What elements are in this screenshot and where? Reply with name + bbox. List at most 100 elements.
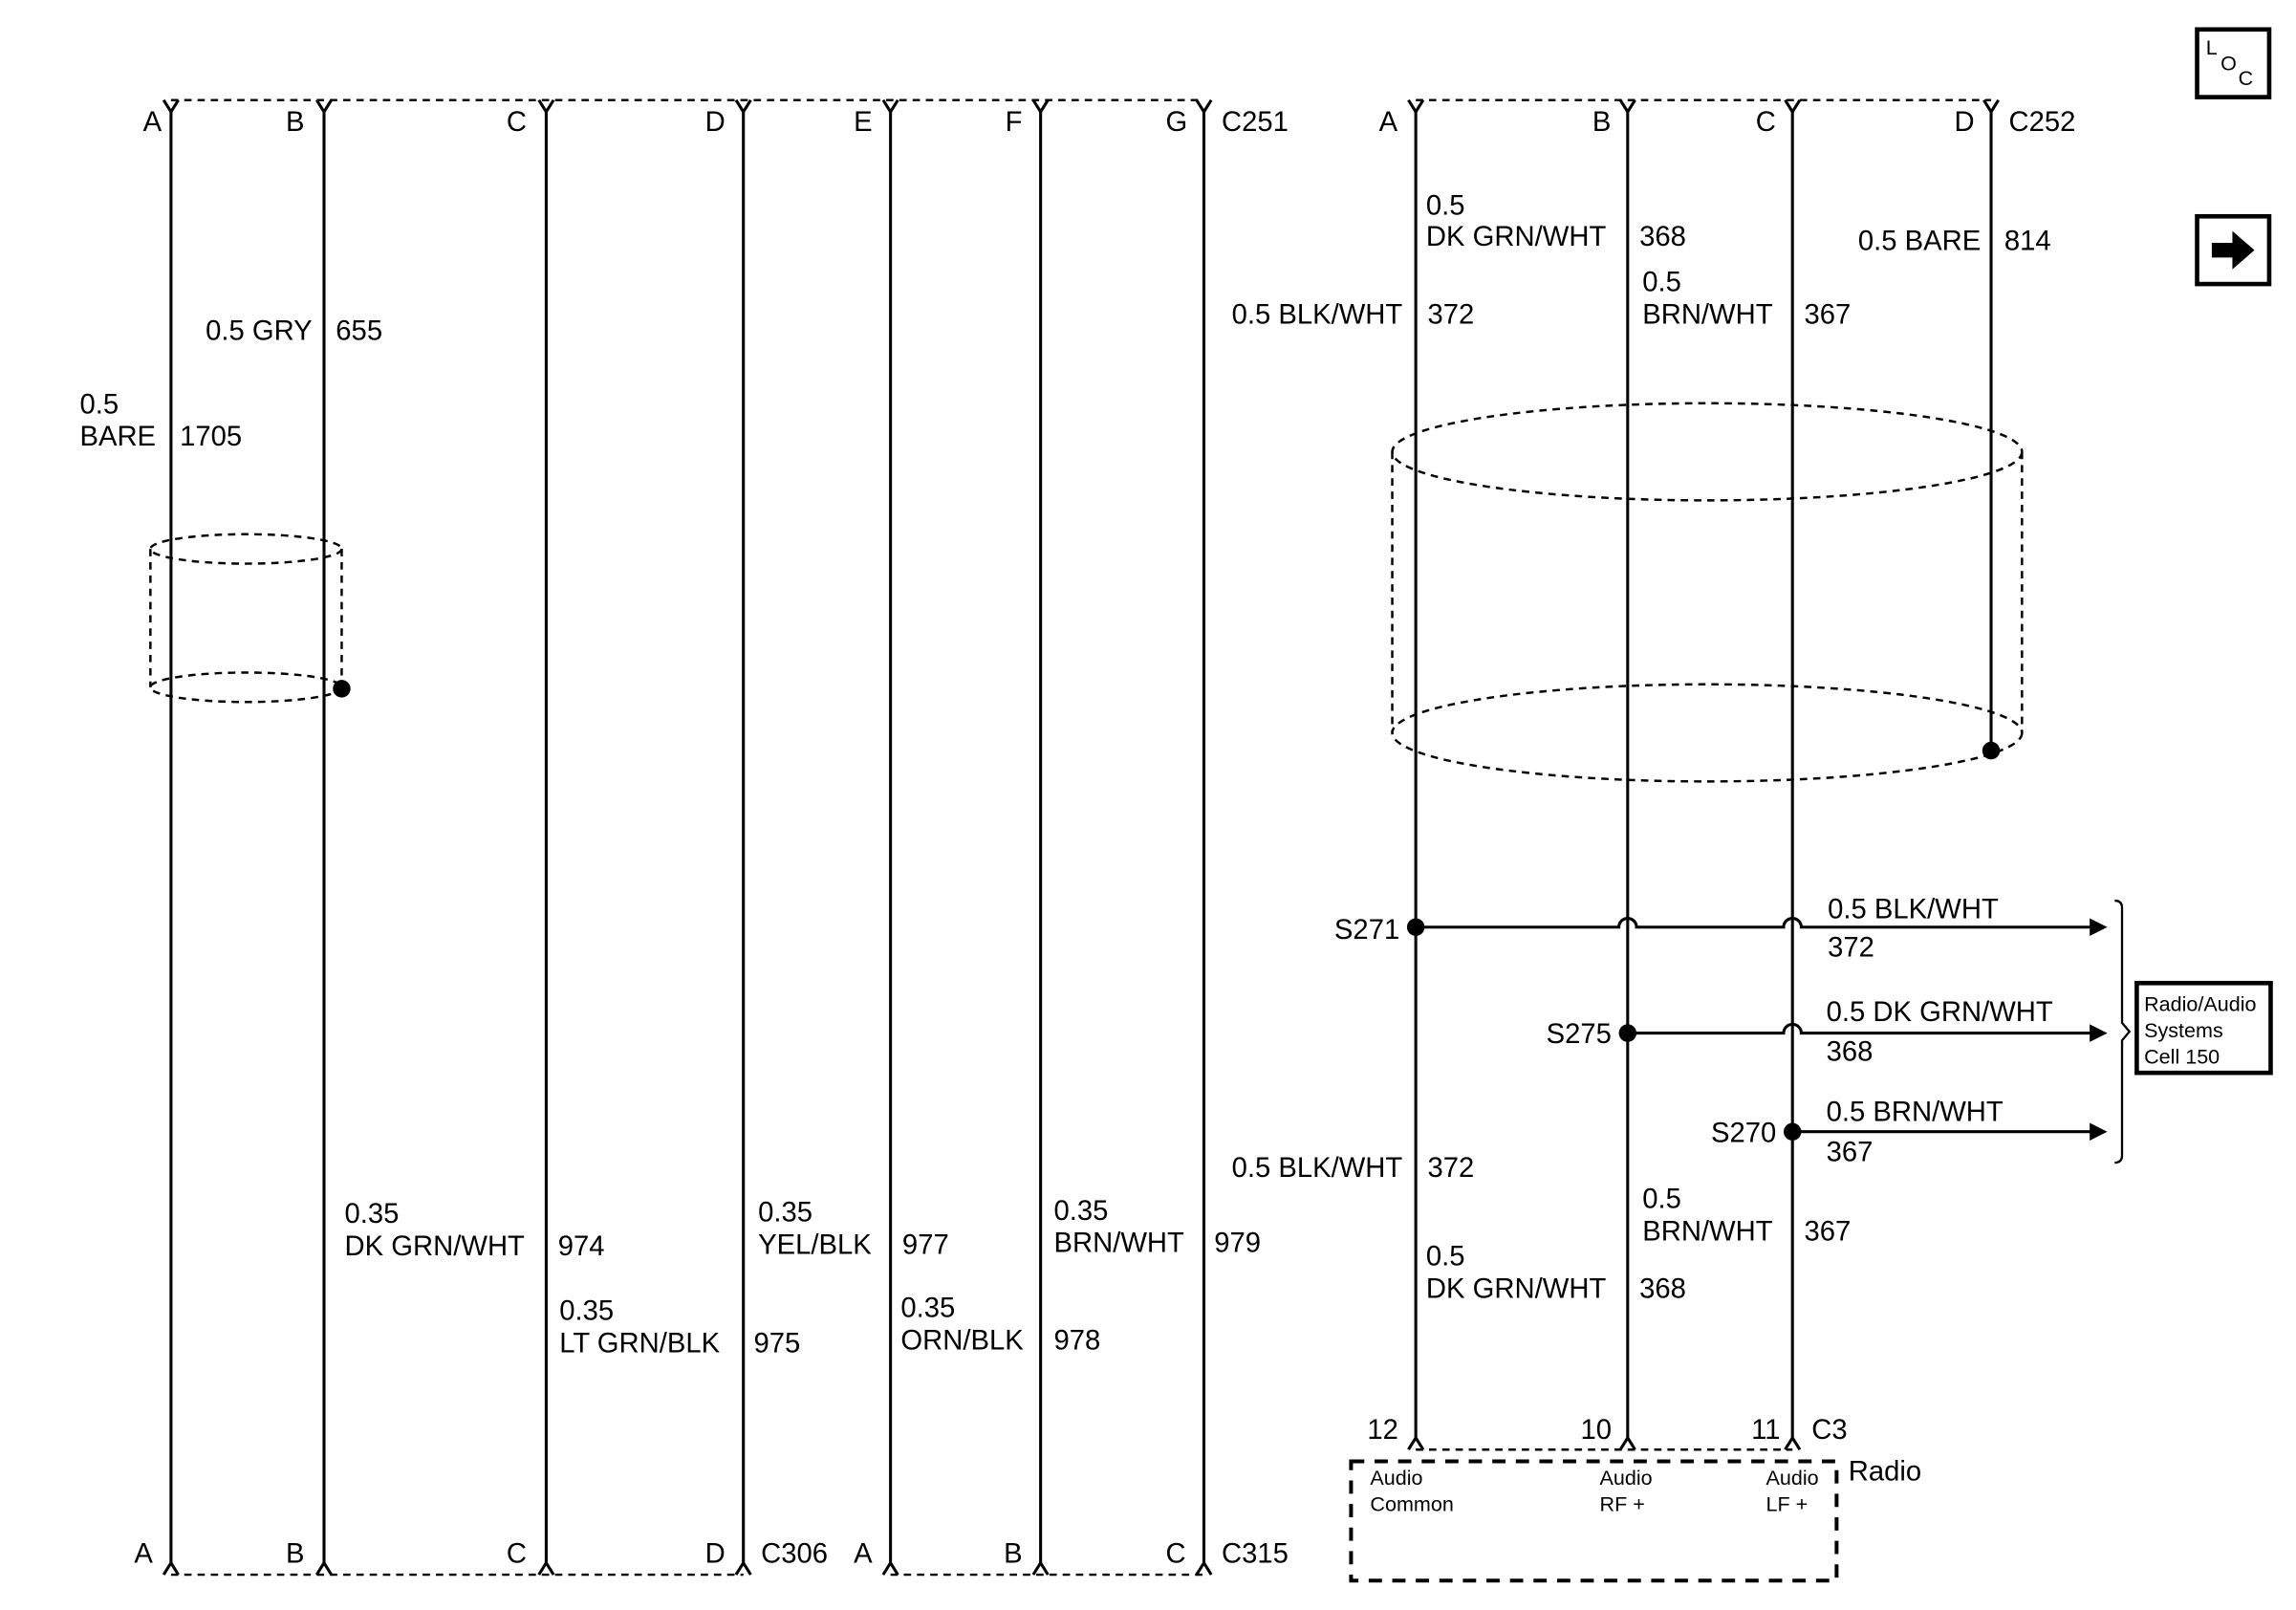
circuit-number: 974 [558,1231,605,1262]
loc-icon-frame[interactable] [2195,27,2272,99]
wire-label: 0.5 GRY [206,315,313,346]
terminal-fork [734,98,752,115]
splice-s275: S275 0.5 DK GRN/WHT 368 [1547,997,2108,1068]
circuit-number: 367 [1805,299,1852,330]
radio-component: 12 10 11 C3 Radio Audio Common Audio RF … [1349,1415,1921,1583]
terminal-fork [881,98,899,115]
pin-function: Common [1370,1492,1453,1516]
terminal-fork [1031,98,1050,115]
connector-name: C3 [1811,1415,1847,1446]
wire-size: 0.5 [1642,1185,1681,1215]
circuit-number: 372 [1427,299,1474,330]
reference-line: Radio/Audio [2144,991,2256,1015]
pin-label: A [134,1539,153,1570]
terminal-fork [1407,1434,1425,1451]
reference-line: Systems [2144,1018,2223,1042]
splice-s271: S271 0.5 BLK/WHT 372 [1334,894,2108,963]
splice-id: S271 [1334,915,1399,946]
pin-label: C [507,1539,527,1570]
connector-c252: A B C D C252 [1379,98,2075,138]
terminal-fork [1618,98,1636,115]
splice-dot [1406,918,1425,936]
connector-name: C252 [2008,107,2075,138]
circuit-number: 814 [2004,226,2051,256]
shield-bottom [149,671,343,704]
wire-size: 0.35 [900,1293,955,1323]
shield-top [149,533,343,565]
wire-label: 0.5 BLK/WHT [1828,894,1999,925]
pin-label: A [854,1539,873,1570]
circuit-number: 978 [1053,1325,1100,1356]
shield-right [1391,402,2024,783]
shield-drain-dot [1982,741,2001,760]
pin-function: Audio [1766,1466,1819,1490]
pin-label: B [1004,1539,1023,1570]
pin-label: C [1756,107,1776,138]
circuit-number: 372 [1828,932,1874,963]
wire-label: 0.5 BRN/WHT [1827,1098,2004,1128]
arrow-right-icon[interactable] [2195,213,2272,287]
circuit-number: 372 [1427,1153,1474,1184]
connector-name: C251 [1222,107,1289,138]
circuit-number: 368 [1639,1273,1686,1304]
shield-drain-dot [333,680,351,698]
connector-c251: A B C D E F G C251 [143,98,1289,138]
pin-label: D [1955,107,1975,138]
wire-label: 0.5 DK GRN/WHT [1827,997,2053,1028]
branch-wire [1627,1022,2093,1035]
terminal-fork [1195,1559,1213,1576]
wire-label: 0.5 BLK/WHT [1232,299,1403,330]
pin-function: Audio [1600,1466,1653,1490]
wire-color: DK GRN/WHT [345,1231,526,1262]
pin-function: LF + [1766,1492,1809,1516]
shield-top [1391,402,2024,502]
splice-dot [1618,1024,1637,1042]
splice-id: S270 [1711,1118,1776,1148]
wire-size: 0.35 [1053,1196,1108,1227]
connector-name: C315 [1222,1539,1289,1570]
terminal-fork [314,98,333,115]
pin-function: Audio [1370,1466,1422,1490]
terminal-fork [1784,98,1802,115]
wire-labels-right: 0.5 BLK/WHT 372 0.5 DK GRN/WHT 368 0.5 B… [1232,191,2051,1305]
wire-color: DK GRN/WHT [1426,1273,1607,1304]
terminal-fork [734,1559,752,1576]
wire-size: 0.5 [1642,268,1681,298]
pin-label: G [1165,107,1187,138]
circuit-number: 979 [1214,1229,1261,1259]
terminal-fork [1982,98,2001,115]
wire-size: 0.35 [345,1199,400,1229]
terminal-fork [537,98,555,115]
wire-color: LT GRN/BLK [559,1328,720,1359]
circuit-number: 975 [753,1328,800,1359]
arrow-icon [2090,918,2108,936]
circuit-number: 655 [336,315,382,346]
reference-radio-audio-systems[interactable]: Radio/Audio Systems Cell 150 [2134,980,2273,1076]
circuit-number: 1705 [180,422,242,452]
terminal-fork [162,98,180,115]
terminal-fork [1784,1434,1802,1451]
terminal-fork [537,1559,555,1576]
connector-name: C306 [761,1539,828,1570]
terminal-fork [162,1559,180,1576]
wire-color: YEL/BLK [758,1229,872,1260]
wire-size: 0.35 [758,1197,812,1228]
loc-letter: O [2220,52,2237,76]
reference-line: Cell 150 [2144,1045,2220,1069]
branch-wire [1416,917,2093,929]
wire-color: ORN/BLK [900,1325,1024,1356]
reference-box[interactable] [2134,980,2273,1076]
wire-labels-left: 0.5 BARE 1705 0.5 GRY 655 0.35 DK GRN/WH… [79,315,1261,1359]
component-name: Radio [1849,1456,1921,1487]
circuit-number: 368 [1827,1037,1874,1068]
arrow-icon [2090,1122,2108,1141]
splice-id: S275 [1547,1019,1612,1050]
pin-number: 10 [1581,1415,1613,1446]
arrow-glyph [2211,230,2255,270]
brace [2114,899,2132,1164]
shield-left [149,533,351,704]
connector-c315: A B C C315 [854,1539,1289,1577]
wire-color: BRN/WHT [1642,299,1773,330]
loc-icon[interactable]: L O C [2195,27,2272,99]
